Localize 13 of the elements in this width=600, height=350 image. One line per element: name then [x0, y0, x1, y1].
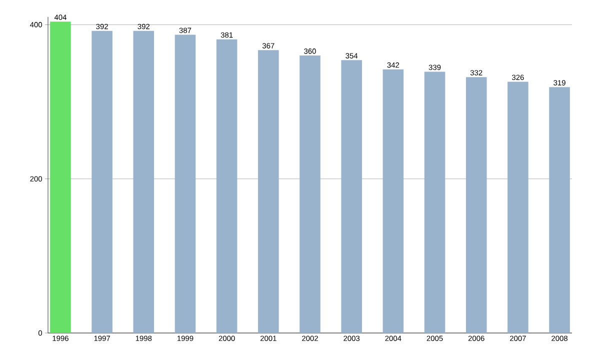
- bar: [300, 56, 320, 333]
- bar: [174, 34, 196, 333]
- bar: [466, 77, 487, 333]
- bar: [258, 50, 279, 333]
- bar: [216, 39, 238, 333]
- bar: [92, 30, 112, 333]
- bar: [133, 30, 154, 333]
- bar: [549, 87, 570, 333]
- bar: [50, 22, 71, 333]
- bar: [424, 72, 446, 333]
- bar: [341, 60, 362, 333]
- bar: [382, 69, 404, 333]
- bar: [508, 82, 528, 333]
